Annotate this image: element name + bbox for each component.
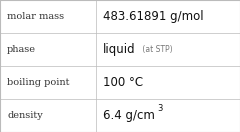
- Text: liquid: liquid: [103, 43, 136, 56]
- Text: phase: phase: [7, 45, 36, 54]
- Text: density: density: [7, 111, 43, 120]
- Text: (at STP): (at STP): [140, 45, 173, 54]
- Text: 100 °C: 100 °C: [103, 76, 143, 89]
- Text: 483.61891 g/mol: 483.61891 g/mol: [103, 10, 204, 23]
- Text: 6.4 g/cm: 6.4 g/cm: [103, 109, 155, 122]
- Text: boiling point: boiling point: [7, 78, 70, 87]
- Text: molar mass: molar mass: [7, 12, 64, 21]
- Text: 3: 3: [157, 104, 162, 113]
